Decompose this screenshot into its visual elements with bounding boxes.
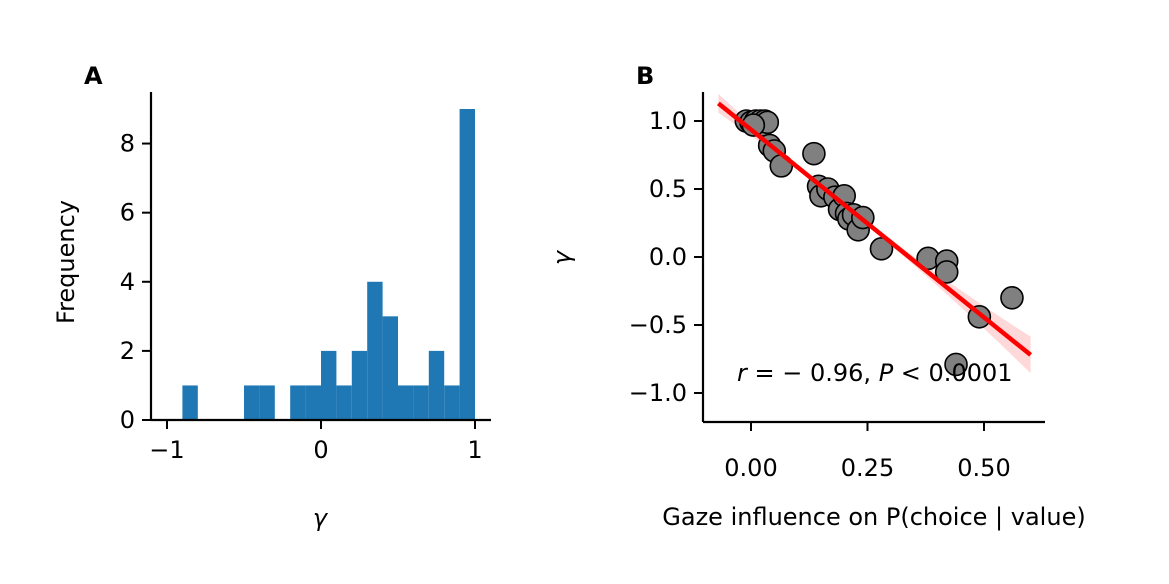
histogram-bar <box>413 385 429 420</box>
scatter-point <box>869 237 894 261</box>
histogram-y-tick-label: 2 <box>120 337 135 365</box>
scatter-point <box>1000 285 1024 310</box>
annotation-r-value: = − 0.96, <box>747 359 879 387</box>
panel-b-letter: B <box>636 62 654 90</box>
histogram-y-tick-label: 8 <box>120 130 135 158</box>
annotation-p-value: < 0.0001 <box>893 359 1012 387</box>
scatter-ticks: 0.00 0.25 0.50 1.0 0.5 0.0 −0.5 −1.0 <box>629 107 1011 482</box>
scatter-y-tick-label: −0.5 <box>629 311 687 339</box>
histogram-y-label: Frequency <box>52 200 80 324</box>
annotation-r-label: r <box>737 359 749 387</box>
histogram-bar <box>336 385 352 420</box>
histogram-bar <box>444 385 460 420</box>
panel-a-histogram: A −1 0 1 0 2 4 6 8 γ Frequency <box>52 62 491 532</box>
regression-line <box>716 101 1033 357</box>
scatter-y-label: γ <box>548 249 576 265</box>
scatter-x-label: Gaze influence on P(choice | value) <box>662 503 1085 531</box>
scatter-x-tick-label: 0.50 <box>957 454 1010 482</box>
histogram-bar <box>398 385 414 420</box>
histogram-bar <box>259 385 275 420</box>
histogram-bar <box>382 316 398 420</box>
scatter-x-tick-label: 0.25 <box>841 454 894 482</box>
histogram-bars <box>182 109 475 420</box>
scatter-point <box>802 141 826 166</box>
fit-line-group <box>716 101 1033 357</box>
histogram-x-tick-label: 1 <box>467 436 482 464</box>
histogram-y-tick-label: 4 <box>120 268 135 296</box>
histogram-bar <box>182 385 198 420</box>
histogram-bar <box>290 385 306 420</box>
scatter-point <box>934 260 959 284</box>
histogram-bar <box>428 350 445 420</box>
scatter-y-tick-label: 0.0 <box>649 243 687 271</box>
histogram-y-tick-label: 0 <box>120 406 135 434</box>
histogram-y-tick-label: 6 <box>120 199 135 227</box>
histogram-bar <box>305 385 321 420</box>
histogram-bar <box>244 385 260 420</box>
histogram-bar <box>459 109 475 420</box>
scatter-y-tick-label: 0.5 <box>649 175 687 203</box>
scatter-x-tick-label: 0.00 <box>724 454 777 482</box>
histogram-x-tick-label: 0 <box>313 436 328 464</box>
histogram-bar <box>367 281 383 420</box>
scatter-point <box>944 352 968 377</box>
scatter-y-tick-label: −1.0 <box>629 379 687 407</box>
correlation-annotation: r = − 0.96, P < 0.0001 <box>737 359 1013 387</box>
histogram-x-tick-label: −1 <box>149 436 184 464</box>
histogram-ticks: −1 0 1 0 2 4 6 8 <box>120 130 483 464</box>
histogram-bar <box>321 350 337 420</box>
annotation-p-label: P <box>879 359 894 387</box>
panel-b-scatter: B 0.00 0.25 0.50 1.0 0.5 0.0 −0.5 −1.0 Gaze inf… <box>548 62 1086 531</box>
histogram-bar <box>351 350 368 420</box>
histogram-x-label: γ <box>313 504 329 532</box>
scatter-y-tick-label: 1.0 <box>649 107 687 135</box>
panel-a-letter: A <box>84 62 103 90</box>
